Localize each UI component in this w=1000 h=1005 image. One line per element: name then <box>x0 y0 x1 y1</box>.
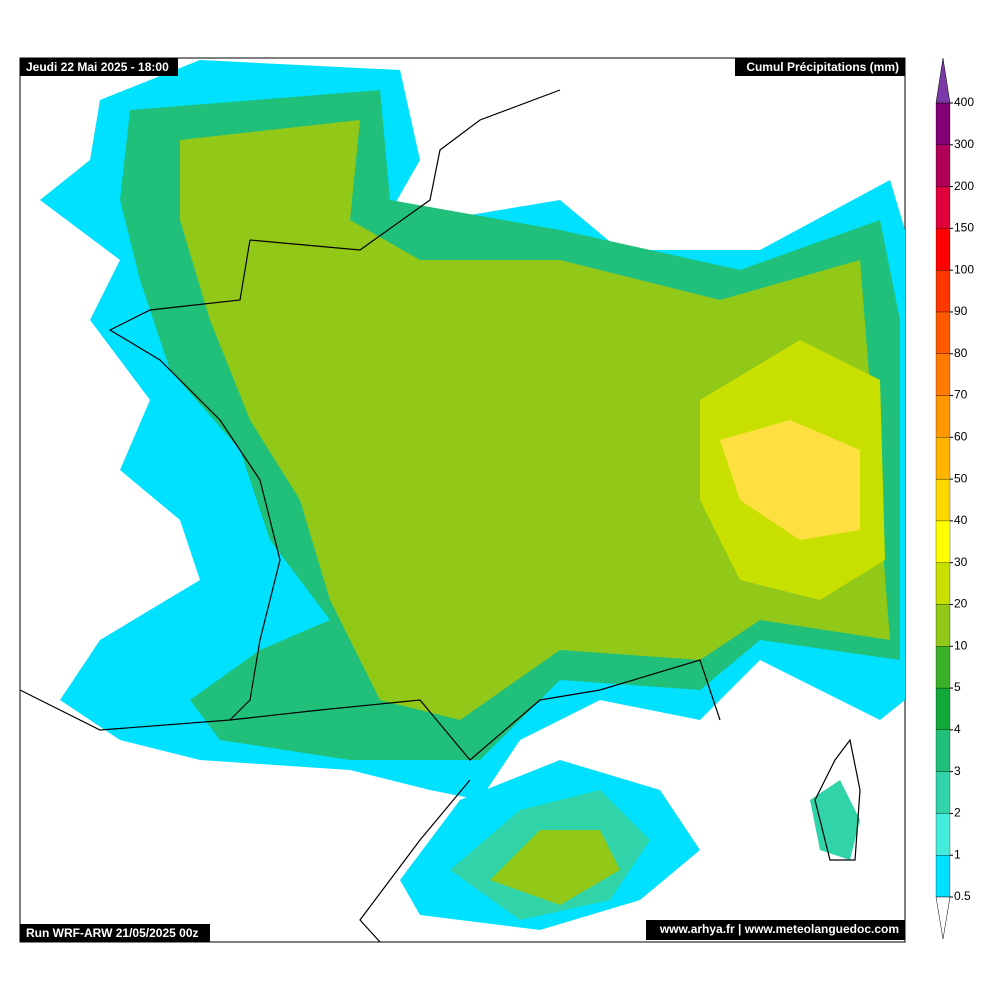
colorbar-label: 3 <box>954 764 961 778</box>
colorbar-segment <box>935 813 951 856</box>
colorbar-label: 200 <box>954 179 974 193</box>
colorbar-label: 1 <box>954 847 961 861</box>
footer-box <box>646 920 905 940</box>
colorbar-over <box>935 57 951 104</box>
colorbar-label: 90 <box>954 304 968 318</box>
colorbar-segment <box>935 395 951 438</box>
footer-box <box>20 924 210 942</box>
colorbar-under <box>935 896 951 940</box>
colorbar-label: 150 <box>954 221 974 235</box>
colorbar-segment <box>935 729 951 772</box>
colorbar-segment <box>935 353 951 396</box>
run-date: Jeudi 22 Mai 2025 - 18:00 <box>26 60 169 74</box>
precip-sea-lightgreen <box>490 830 620 905</box>
colorbar-label: 80 <box>954 346 968 360</box>
colorbar-segment <box>935 186 951 229</box>
model-run: Run WRF-ARW 21/05/2025 00z <box>26 926 199 940</box>
colorbar-segment <box>935 478 951 522</box>
coast-catalonia <box>359 779 471 943</box>
colorbar-label: 100 <box>954 262 974 276</box>
colorbar-segment <box>935 855 951 898</box>
corsica <box>814 738 861 861</box>
coastlines <box>19 89 861 943</box>
colorbar-segment <box>935 437 951 480</box>
colorbar-label: 20 <box>954 597 968 611</box>
colorbar-label: 2 <box>954 806 961 820</box>
colorbar-segment <box>935 687 951 730</box>
colorbar-label: 5 <box>954 680 961 694</box>
colorbar-label: 300 <box>954 137 974 151</box>
colorbar-segment <box>935 646 951 689</box>
precip-corsica <box>810 780 860 860</box>
colorbar-segment <box>935 771 951 814</box>
coast-north <box>249 89 561 251</box>
header-box <box>735 58 905 76</box>
header-box <box>20 58 178 76</box>
colorbar-segment <box>935 562 951 605</box>
colorbar-label: 0.5 <box>954 889 971 903</box>
coast-south <box>229 659 721 761</box>
colorbar-label: 400 <box>954 95 974 109</box>
precip-field <box>40 60 905 930</box>
colorbar-label: 4 <box>954 722 961 736</box>
precip-lightgreen <box>180 120 890 720</box>
colorbar-label: 30 <box>954 555 968 569</box>
precip-yellow <box>720 420 860 540</box>
colorbar-segment <box>935 144 951 187</box>
credits: www.arhya.fr | www.meteolanguedoc.com <box>659 922 899 936</box>
colorbar-segment <box>935 102 951 145</box>
colorbar-segment <box>935 270 951 313</box>
colorbar-segment <box>935 228 951 271</box>
colorbar-label: 70 <box>954 388 968 402</box>
colorbar-label: 50 <box>954 471 968 485</box>
coast-west <box>108 239 281 721</box>
map-title: Cumul Précipitations (mm) <box>746 60 899 74</box>
colorbar-label: 60 <box>954 429 968 443</box>
colorbar-segment <box>935 604 951 647</box>
coast-spain <box>19 689 231 731</box>
colorbar-label: 40 <box>954 513 968 527</box>
colorbar-segment <box>935 311 951 354</box>
colorbar-segment <box>935 520 951 563</box>
colorbar: 0.5 1 2 3 4 5 10 20 30 40 50 60 70 80 90 100 150 200 300 40… <box>935 57 974 940</box>
colorbar-label: 10 <box>954 638 968 652</box>
